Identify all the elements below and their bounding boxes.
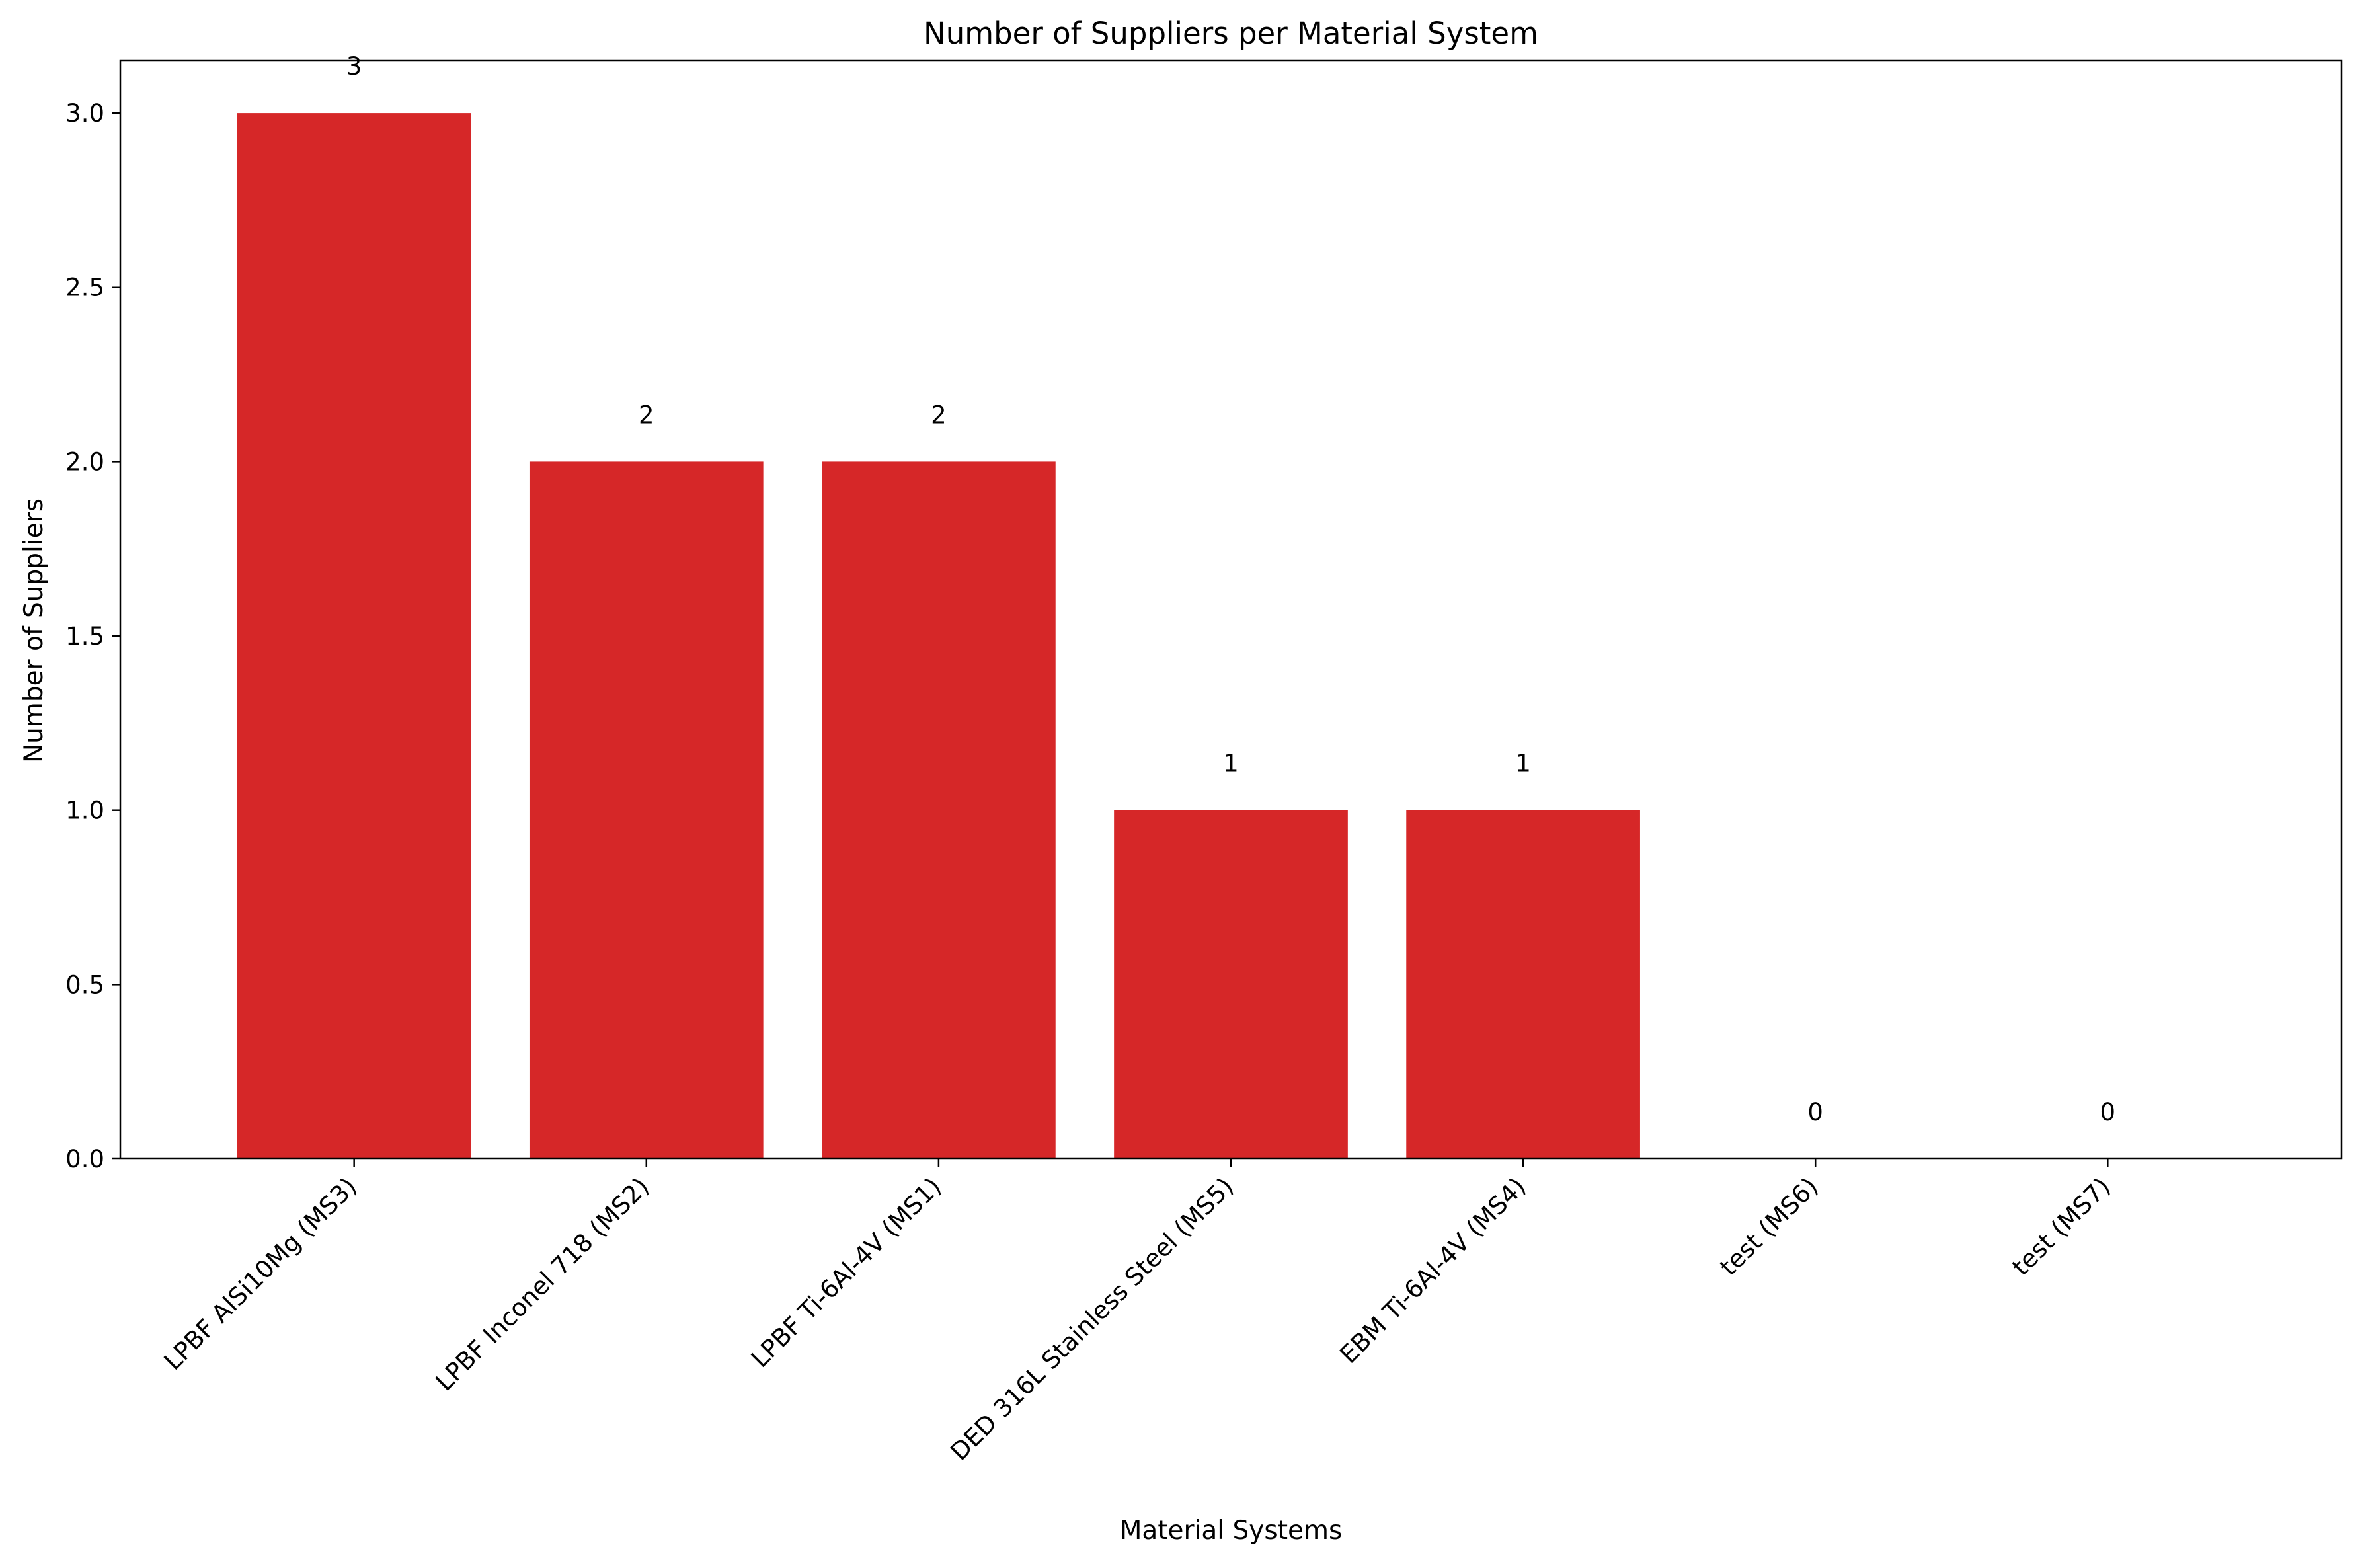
x-tick-label-5: EBM Ti-6Al-4V (MS4) xyxy=(1334,1172,1531,1369)
y-tick-label-7: 3.0 xyxy=(65,99,104,128)
plot-area: 3 2 2 1 1 0 0 0.0 0.5 1.0 1.5 2.0 2.5 3.0 LPBF AlSi10M… xyxy=(65,52,2343,1466)
data-label-7: 0 xyxy=(2100,1098,2116,1126)
y-tick-label-6: 2.5 xyxy=(65,274,104,302)
bar-5 xyxy=(1406,810,1640,1159)
x-tick-label-7: test (MS7) xyxy=(2006,1172,2115,1281)
x-tick-label-3: LPBF Ti-6Al-4V (MS1) xyxy=(746,1172,947,1373)
y-tick-label-4: 1.5 xyxy=(65,622,104,650)
bar-1 xyxy=(237,113,471,1159)
bar-3 xyxy=(822,461,1056,1159)
x-tick-label-1: LPBF AlSi10Mg (MS3) xyxy=(159,1172,362,1376)
y-tick-label-5: 2.0 xyxy=(65,448,104,476)
y-tick-label-1: 0.0 xyxy=(65,1145,104,1173)
bar-2 xyxy=(529,461,764,1159)
data-label-6: 0 xyxy=(1807,1098,1823,1126)
chart-title: Number of Suppliers per Material System xyxy=(924,16,1538,51)
x-axis-title: Material Systems xyxy=(1120,1516,1343,1546)
bar-4 xyxy=(1114,810,1348,1159)
y-tick-label-2: 0.5 xyxy=(65,970,104,999)
y-axis-title: Number of Suppliers xyxy=(19,498,49,763)
x-tick-label-2: LPBF Inconel 718 (MS2) xyxy=(430,1172,655,1397)
data-label-5: 1 xyxy=(1515,750,1531,778)
data-label-4: 1 xyxy=(1223,750,1239,778)
x-tick-label-4: DED 316L Stainless Steel (MS5) xyxy=(945,1172,1239,1466)
x-tick-label-6: test (MS6) xyxy=(1714,1172,1823,1281)
y-tick-label-3: 1.0 xyxy=(65,797,104,825)
data-label-2: 2 xyxy=(639,401,654,429)
data-label-1: 3 xyxy=(346,52,362,81)
data-label-3: 2 xyxy=(931,401,947,429)
